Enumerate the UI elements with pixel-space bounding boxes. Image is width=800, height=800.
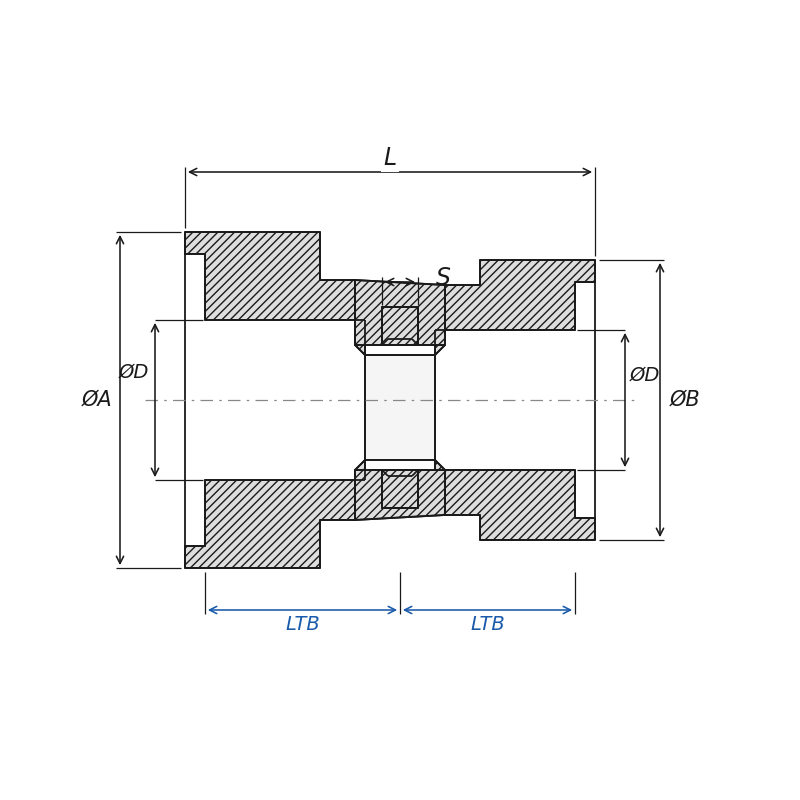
Polygon shape xyxy=(185,460,365,568)
Text: LTB: LTB xyxy=(470,615,505,634)
Text: ØD: ØD xyxy=(118,362,149,382)
Text: ØB: ØB xyxy=(670,390,701,410)
Text: ØD: ØD xyxy=(630,366,660,385)
Text: L: L xyxy=(383,146,397,170)
Text: ØA: ØA xyxy=(82,390,112,410)
Polygon shape xyxy=(355,470,445,520)
Polygon shape xyxy=(382,307,418,345)
Polygon shape xyxy=(365,355,435,460)
Polygon shape xyxy=(435,260,595,355)
Text: LTB: LTB xyxy=(285,615,320,634)
Polygon shape xyxy=(382,470,418,508)
Text: S: S xyxy=(436,266,451,290)
Polygon shape xyxy=(355,280,445,345)
Polygon shape xyxy=(185,232,365,355)
Polygon shape xyxy=(435,460,595,540)
